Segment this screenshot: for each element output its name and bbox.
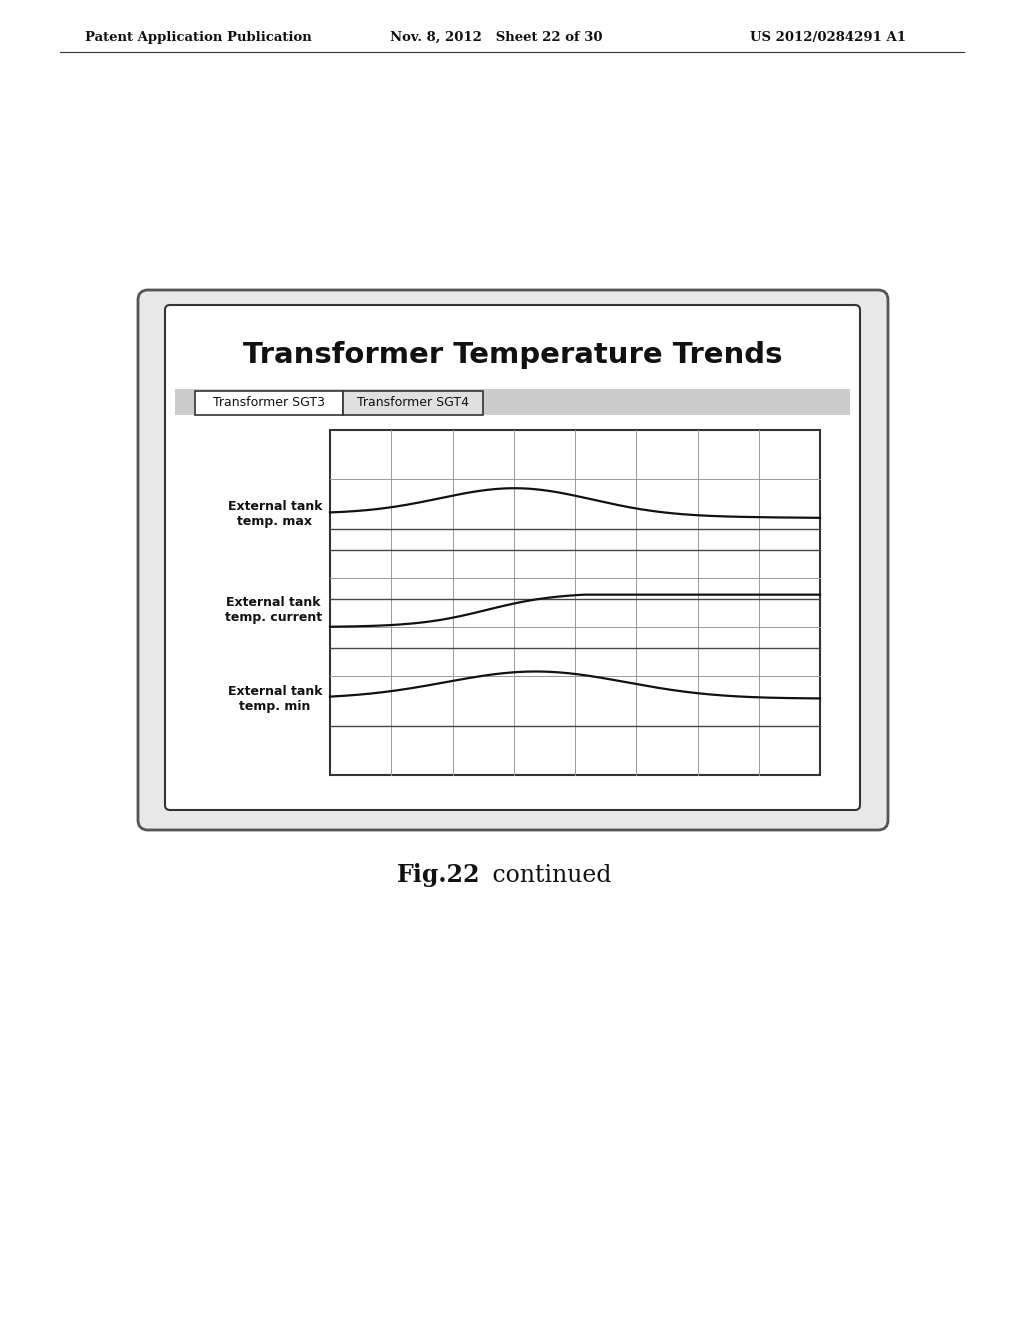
Text: Transformer SGT3: Transformer SGT3	[213, 396, 325, 409]
Text: Nov. 8, 2012   Sheet 22 of 30: Nov. 8, 2012 Sheet 22 of 30	[390, 30, 602, 44]
FancyBboxPatch shape	[165, 305, 860, 810]
Bar	[175, 389, 850, 414]
Text: External tank
temp. min: External tank temp. min	[227, 685, 322, 713]
Text: External tank
temp. current: External tank temp. current	[225, 595, 322, 624]
Text: Fig.22: Fig.22	[396, 863, 480, 887]
Bar	[343, 391, 483, 414]
Text: Transformer Temperature Trends: Transformer Temperature Trends	[243, 341, 782, 370]
Text: US 2012/0284291 A1: US 2012/0284291 A1	[750, 30, 906, 44]
Bar	[195, 391, 343, 414]
FancyBboxPatch shape	[138, 290, 888, 830]
Bar	[330, 430, 820, 775]
Text: continued: continued	[485, 863, 611, 887]
Text: Transformer SGT4: Transformer SGT4	[357, 396, 469, 409]
Text: Patent Application Publication: Patent Application Publication	[85, 30, 311, 44]
Text: External tank
temp. max: External tank temp. max	[227, 500, 322, 528]
